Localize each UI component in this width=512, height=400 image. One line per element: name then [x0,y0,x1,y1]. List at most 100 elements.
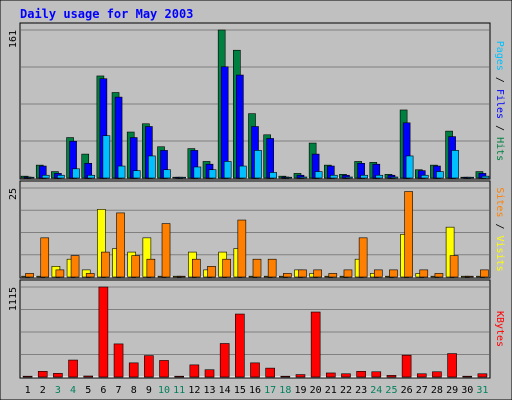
bar-kbytes-day-2 [37,371,48,378]
bar-pages-day-5 [87,174,96,179]
axis-label-part: Files [494,89,505,119]
day-label-6: 6 [100,385,106,396]
y-max-label: 25 [8,188,19,200]
day-label-11: 11 [173,385,185,396]
bar-pages-day-7 [117,165,126,179]
bar-sites-day-19 [298,269,307,278]
day-label-26: 26 [401,385,413,396]
bar-sites-day-6 [101,251,110,278]
bar-pages-day-6 [102,135,111,179]
axis-label-part: Hits [494,137,505,161]
bar-kbytes-day-26 [401,354,412,378]
bar-kbytes-day-17 [265,367,275,378]
y-max-label: 161 [8,30,19,48]
bar-pages-day-28 [436,171,444,179]
bar-pages-day-26 [405,155,414,179]
day-label-31: 31 [476,385,488,396]
day-label-13: 13 [203,385,215,396]
bar-sites-day-30 [464,275,474,278]
bar-sites-day-14 [222,258,231,278]
bar-sites-day-25 [389,269,398,278]
bar-pages-day-4 [72,168,80,179]
bar-kbytes-day-20 [310,311,321,378]
bar-kbytes-day-25 [386,375,397,378]
bar-pages-day-23 [360,174,368,179]
bar-kbytes-day-5 [83,375,94,378]
bar-pages-day-18 [284,176,293,179]
bar-kbytes-day-28 [432,371,442,378]
day-label-30: 30 [461,385,473,396]
bar-pages-day-12 [193,166,202,179]
bar-sites-day-22 [343,269,353,278]
day-label-21: 21 [325,385,337,396]
bar-sites-day-24 [373,269,383,278]
bar-kbytes-day-4 [68,359,78,378]
bar-sites-day-21 [328,273,338,278]
panel-frame [19,279,491,379]
bar-sites-day-3 [55,269,65,278]
bar-kbytes-day-30 [462,375,473,378]
day-label-28: 28 [431,385,443,396]
bar-pages-day-9 [148,155,156,179]
panel-hits-files-pages: 161 Pages / Files / Hits [8,22,505,180]
bar-sites-day-9 [146,258,156,278]
bar-sites-day-31 [480,269,489,278]
day-label-23: 23 [355,385,367,396]
bar-pages-day-25 [390,176,399,179]
bar-pages-day-21 [330,174,338,179]
bar-kbytes-day-24 [371,371,382,378]
day-label-19: 19 [294,385,306,396]
bar-pages-day-29 [451,150,459,179]
day-label-17: 17 [264,385,276,396]
bar-kbytes-day-29 [447,353,457,378]
bar-sites-day-16 [252,258,262,278]
chart-title: Daily usage for May 2003 [20,7,193,21]
day-label-12: 12 [188,385,200,396]
bar-pages-day-11 [178,176,186,179]
day-label-7: 7 [116,385,122,396]
bar-sites-day-15 [237,219,247,278]
axis-label-part: / [494,217,505,235]
bar-pages-day-1 [26,176,35,179]
axis-label-part: Visits [494,236,505,272]
bar-sites-day-5 [85,273,95,278]
day-label-8: 8 [131,385,137,396]
bar-sites-day-10 [161,223,171,278]
bar-pages-day-24 [375,174,384,179]
bar-kbytes-day-12 [189,364,200,378]
axis-label-kbytes: KBytes [494,311,505,347]
bar-pages-day-14 [223,161,232,179]
bar-pages-day-16 [254,150,262,179]
bar-sites-day-20 [313,269,322,278]
bar-pages-day-2 [41,174,50,179]
axis-label-hits-files-pages: Pages / Files / Hits [494,41,505,161]
day-label-27: 27 [416,385,428,396]
bar-sites-day-26 [404,191,413,278]
bar-kbytes-day-3 [53,373,63,378]
bar-kbytes-day-21 [326,372,336,378]
bar-sites-day-1 [25,273,34,278]
bar-kbytes-day-22 [341,373,351,378]
axis-label-visits-sites: Sites / Visits [494,187,505,271]
bar-kbytes-day-9 [144,355,154,378]
panel-kbytes: 1115 KBytes [8,279,505,379]
axis-label-part: Pages [494,41,505,71]
bar-kbytes-day-7 [113,343,124,378]
bar-pages-day-3 [57,174,65,179]
day-label-9: 9 [146,385,152,396]
bar-pages-day-30 [466,176,475,179]
day-label-22: 22 [340,385,352,396]
day-label-18: 18 [279,385,291,396]
bar-sites-day-11 [176,275,186,278]
bar-kbytes-day-14 [219,343,230,378]
axis-label-part: KBytes [494,311,505,347]
day-label-14: 14 [219,385,231,396]
y-max-label: 1115 [8,287,19,311]
day-label-29: 29 [446,385,458,396]
day-label-4: 4 [70,385,76,396]
bar-sites-day-29 [449,255,459,278]
bar-kbytes-day-13 [204,369,215,378]
bar-kbytes-day-6 [98,286,109,378]
bar-kbytes-day-31 [477,373,488,378]
